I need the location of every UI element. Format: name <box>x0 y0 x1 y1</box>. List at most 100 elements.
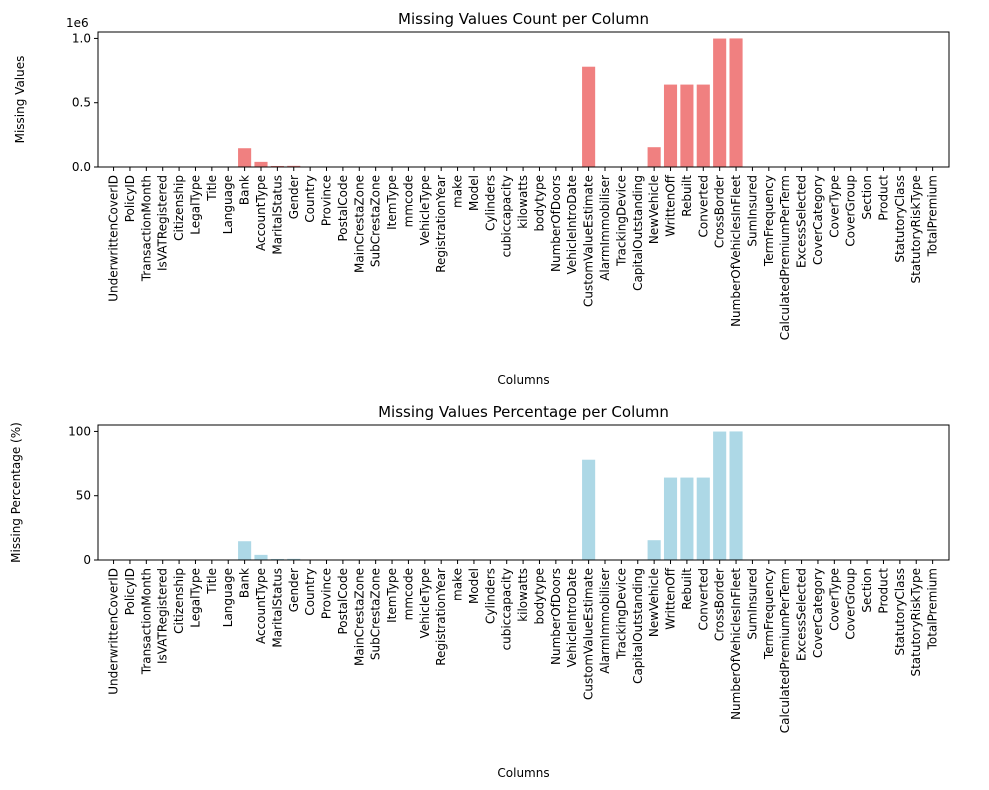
bar-NumberOfVehiclesInFleet <box>729 431 743 560</box>
x-tick-label: CoverType <box>827 568 841 631</box>
x-tick-label: Language <box>221 175 235 234</box>
x-tick-label: Bank <box>238 175 252 205</box>
x-tick-label: PolicyID <box>123 568 137 615</box>
bar-WrittenOff <box>663 84 678 167</box>
x-tick-label: TotalPremium <box>926 175 940 257</box>
x-tick-label: AccountType <box>254 175 268 251</box>
x-tick-label: Language <box>221 568 235 627</box>
x-tick-label: CustomValueEstimate <box>582 568 596 700</box>
bar-Rebuilt <box>680 84 694 167</box>
bar-MaritalStatus <box>270 165 284 167</box>
x-tick-label: RegistrationYear <box>434 175 448 273</box>
x-tick-label: AlarmImmobiliser <box>598 568 612 674</box>
x-tick-label: Province <box>320 568 334 619</box>
x-tick-label: CoverCategory <box>811 175 825 265</box>
x-tick-label: IsVATRegistered <box>156 175 170 271</box>
x-tick-label: Bank <box>238 568 252 598</box>
x-tick-label: AlarmImmobiliser <box>598 175 612 281</box>
x-tick-label: NewVehicle <box>647 175 661 244</box>
x-tick-label: Section <box>860 568 874 613</box>
x-tick-label: Cylinders <box>483 175 497 231</box>
x-tick-label: Citizenship <box>172 568 186 634</box>
x-tick-label: ItemType <box>385 568 399 623</box>
x-tick-label: PostalCode <box>336 175 350 242</box>
x-tick-label: TransactionMonth <box>139 175 153 282</box>
y-axis-label: Missing Values <box>13 56 27 144</box>
x-tick-label: Converted <box>696 568 710 630</box>
x-tick-label: Country <box>303 568 317 616</box>
x-tick-label: WrittenOff <box>664 174 678 236</box>
bar-NewVehicle <box>647 540 661 560</box>
bar-CustomValueEstimate <box>582 459 596 560</box>
x-tick-label: StatutoryRiskType <box>909 568 923 677</box>
percentage-chart: Missing Values Percentage per Column 0 50 1… <box>9 403 950 780</box>
x-tick-label: UnderwrittenCoverID <box>107 568 121 695</box>
x-tick-label: WrittenOff <box>664 567 678 629</box>
x-tick-label: StatutoryRiskType <box>909 175 923 284</box>
x-tick-label: Product <box>876 175 890 221</box>
x-tick-label: RegistrationYear <box>434 568 448 666</box>
bar-Bank <box>238 541 252 560</box>
x-axis-label: Columns <box>497 373 549 387</box>
x-tick-label: Title <box>205 175 219 202</box>
x-tick-label: bodytype <box>532 568 546 624</box>
y-axis-label: Missing Percentage (%) <box>9 422 23 563</box>
x-tick-label: TermFrequency <box>762 175 776 267</box>
x-tick-label: Country <box>303 175 317 223</box>
x-tick-label: bodytype <box>532 175 546 231</box>
x-tick-label: SubCrestaZone <box>369 568 383 660</box>
bar-AccountType <box>254 161 268 167</box>
x-tick-label: CustomValueEstimate <box>582 175 596 307</box>
bar-NewVehicle <box>647 147 661 167</box>
x-tick-label: NewVehicle <box>647 568 661 637</box>
x-tick-label: make <box>451 568 465 601</box>
y-tick-label: 0 <box>83 553 91 567</box>
x-tick-label: CalculatedPremiumPerTerm <box>778 175 792 340</box>
bar-WrittenOff <box>663 477 678 560</box>
x-tick-label: VehicleIntroDate <box>565 175 579 274</box>
x-tick-label: mmcode <box>401 568 415 620</box>
x-tick-label: StatutoryClass <box>893 568 907 656</box>
bar-Converted <box>696 477 710 560</box>
bar-NumberOfVehiclesInFleet <box>729 38 743 167</box>
x-tick-label: cubiccapacity <box>500 568 514 650</box>
x-tick-label: TrackingDevice <box>614 568 628 660</box>
x-tick-label: NumberOfVehiclesInFleet <box>729 175 743 327</box>
x-tick-label: SumInsured <box>745 175 759 247</box>
plot-frame <box>97 424 950 561</box>
x-tick-label: TrackingDevice <box>614 175 628 267</box>
chart-title: Missing Values Count per Column <box>398 10 649 28</box>
x-tick-label: make <box>451 175 465 208</box>
x-tick-label: kilowatts <box>516 175 530 229</box>
x-tick-label: CoverType <box>827 175 841 238</box>
x-tick-label: TransactionMonth <box>139 568 153 675</box>
x-tick-label: Rebuilt <box>680 175 694 217</box>
bar-Gender <box>287 558 301 560</box>
x-tick-label: TermFrequency <box>762 568 776 660</box>
bar-Bank <box>238 148 252 167</box>
x-tick-label: ItemType <box>385 175 399 230</box>
x-tick-label: CapitalOutstanding <box>631 568 645 684</box>
y-tick-label: 1.0 <box>72 31 91 45</box>
x-tick-label: LegalType <box>188 568 202 628</box>
x-tick-label: NumberOfDoors <box>549 568 563 665</box>
x-tick-label: PolicyID <box>123 175 137 222</box>
x-axis-label: Columns <box>497 766 549 780</box>
bar-Rebuilt <box>680 477 694 560</box>
x-tick-label: Province <box>320 175 334 226</box>
x-tick-label: Converted <box>696 175 710 237</box>
x-tick-label: MainCrestaZone <box>352 568 366 666</box>
x-tick-label: CoverGroup <box>844 175 858 247</box>
x-tick-label: ExcessSelected <box>795 568 809 661</box>
count-chart: Missing Values Count per Column 0.0 0.5 1.0… <box>13 10 950 387</box>
x-tick-label: StatutoryClass <box>893 175 907 263</box>
chart-title: Missing Values Percentage per Column <box>378 403 669 421</box>
plot-frame <box>97 31 950 168</box>
x-tick-label: CrossBorder <box>713 175 727 248</box>
x-tick-label: LegalType <box>188 175 202 235</box>
x-tick-label: Product <box>876 568 890 614</box>
x-tick-label: kilowatts <box>516 568 530 622</box>
y-tick-label: 0.0 <box>72 160 91 174</box>
x-tick-label: Citizenship <box>172 175 186 241</box>
